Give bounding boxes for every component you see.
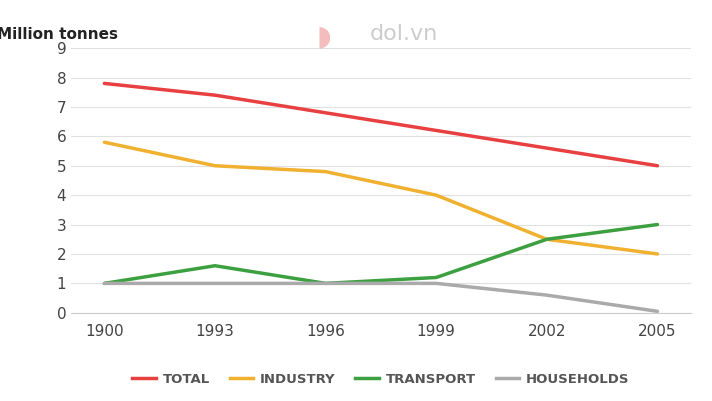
Text: dol.vn: dol.vn [370, 24, 439, 44]
Text: ◗: ◗ [317, 22, 331, 50]
Text: Million tonnes: Million tonnes [0, 27, 118, 42]
Legend: TOTAL, INDUSTRY, TRANSPORT, HOUSEHOLDS: TOTAL, INDUSTRY, TRANSPORT, HOUSEHOLDS [127, 367, 635, 391]
